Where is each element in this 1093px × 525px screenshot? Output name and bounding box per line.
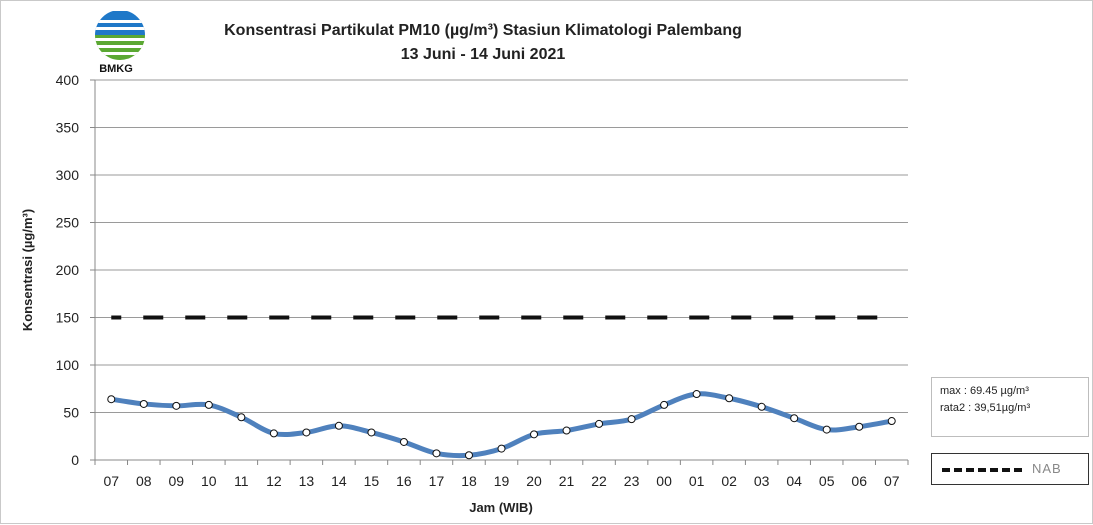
x-tick-label: 12 (266, 473, 282, 489)
legend: NAB (931, 453, 1089, 485)
data-point (367, 428, 376, 437)
data-point (562, 426, 571, 435)
data-point (595, 419, 604, 428)
y-tick-label: 0 (71, 452, 79, 468)
y-tick-label: 350 (56, 120, 80, 136)
x-tick-label: 13 (299, 473, 315, 489)
y-tick-label: 200 (56, 262, 80, 278)
x-tick-label: 08 (136, 473, 152, 489)
data-point (269, 429, 278, 438)
x-tick-label: 18 (461, 473, 477, 489)
x-tick-labels: 07 08 09 10 11 12 13 14 15 16 17 18 19 20 21 22 23 00 01 02… (103, 473, 899, 489)
x-tick-label: 16 (396, 473, 412, 489)
x-tick-label: 05 (819, 473, 835, 489)
data-point (139, 399, 148, 408)
x-tick-label: 00 (656, 473, 672, 489)
data-point (302, 428, 311, 437)
y-tick-label: 150 (56, 310, 80, 326)
data-point (822, 425, 831, 434)
data-point (107, 395, 116, 404)
data-point (725, 394, 734, 403)
bmkg-logo-icon (95, 11, 145, 60)
data-point (887, 417, 896, 426)
x-tick-label: 01 (689, 473, 705, 489)
data-point (530, 430, 539, 439)
x-tick-label: 14 (331, 473, 347, 489)
data-point (660, 400, 669, 409)
y-tick-labels: 0 50 100 150 200 250 300 350 400 (56, 72, 80, 468)
data-point (204, 400, 213, 409)
y-tick-label: 50 (63, 405, 79, 421)
x-tick-label: 19 (494, 473, 510, 489)
x-tick-label: 07 (103, 473, 119, 489)
data-point (790, 414, 799, 423)
data-point (464, 451, 473, 460)
y-tick-label: 400 (56, 72, 80, 88)
x-tick-label: 20 (526, 473, 542, 489)
data-point (692, 390, 701, 399)
legend-nab-swatch (942, 468, 1022, 472)
x-tick-label: 03 (754, 473, 770, 489)
y-axis-label: Konsentrasi (µg/m³) (20, 209, 35, 331)
x-tick-label: 23 (624, 473, 640, 489)
series-group (107, 315, 896, 460)
x-tick-label: 04 (786, 473, 802, 489)
data-point (497, 444, 506, 453)
chart-title-line2: 13 Juni - 14 Juni 2021 (401, 46, 566, 63)
x-tick-label: 02 (721, 473, 737, 489)
data-point (334, 421, 343, 430)
bmkg-logo: BMKG (91, 11, 149, 77)
y-tick-label: 300 (56, 167, 80, 183)
y-tick-label: 100 (56, 357, 80, 373)
x-tick-label: 10 (201, 473, 217, 489)
y-tick-label: 250 (56, 215, 80, 231)
x-tick-label: 06 (851, 473, 867, 489)
x-tick-label: 15 (364, 473, 380, 489)
data-point (399, 437, 408, 446)
x-tick-label: 09 (169, 473, 185, 489)
x-tick-label: 21 (559, 473, 575, 489)
legend-nab-label: NAB (1032, 461, 1062, 476)
data-point (627, 415, 636, 424)
bmkg-logo-label: BMKG (99, 63, 133, 75)
chart-title-line1: Konsentrasi Partikulat PM10 (µg/m³) Stas… (224, 22, 742, 39)
data-point (172, 401, 181, 410)
x-tick-label: 22 (591, 473, 607, 489)
stat-average: rata2 : 39,51µg/m³ (940, 402, 1031, 414)
x-tick-label: 07 (884, 473, 900, 489)
stats-box: max : 69.45 µg/m³ rata2 : 39,51µg/m³ (931, 377, 1089, 437)
x-axis-label: Jam (WIB) (469, 500, 533, 515)
stat-max: max : 69.45 µg/m³ (940, 385, 1029, 397)
data-point (855, 422, 864, 431)
x-tick-label: 11 (234, 473, 249, 489)
data-point (757, 402, 766, 411)
x-tick-label: 17 (429, 473, 445, 489)
data-point (237, 413, 246, 422)
data-point (432, 449, 441, 458)
